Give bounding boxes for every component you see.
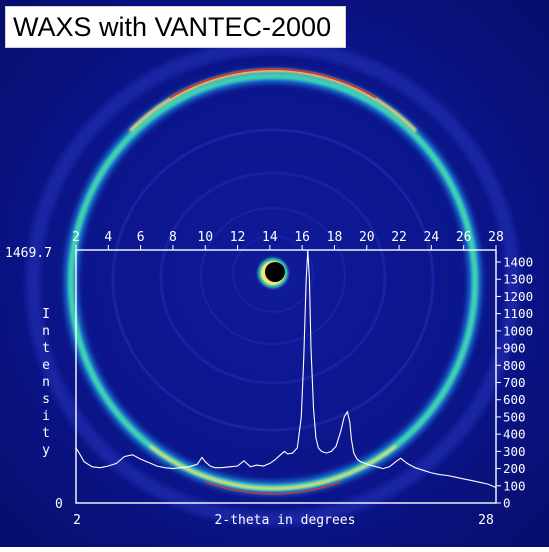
- x-tick-label: 12: [230, 230, 246, 245]
- y-tick-label: 1000: [503, 323, 533, 338]
- y-tick-label: 200: [503, 461, 526, 476]
- x-tick-label: 8: [169, 230, 177, 245]
- y-tick-label: 1300: [503, 272, 533, 287]
- x-tick-label: 26: [456, 230, 472, 245]
- y-label-char: s: [42, 392, 50, 407]
- y-label-char: n: [42, 324, 50, 339]
- y-label-char: i: [42, 409, 50, 424]
- x-tick-label: 24: [424, 230, 440, 245]
- y-axis-bottom-label: 0: [55, 497, 63, 512]
- y-tick-label: 700: [503, 375, 526, 390]
- y-axis-top-label: 1469.7: [5, 246, 52, 261]
- y-label-char: I: [42, 307, 50, 322]
- y-tick-label: 400: [503, 427, 526, 442]
- x-tick-label: 28: [488, 230, 504, 245]
- x-tick-label: 2: [72, 230, 80, 245]
- y-tick-label: 500: [503, 409, 526, 424]
- y-tick-label: 100: [503, 478, 526, 493]
- y-label-char: t: [42, 426, 50, 441]
- x-tick-label: 14: [262, 230, 278, 245]
- x-axis-label: 2-theta in degrees: [215, 513, 356, 528]
- x-tick-label: 18: [327, 230, 343, 245]
- x-tick-label: 4: [104, 230, 112, 245]
- y-label-char: e: [42, 358, 50, 373]
- y-tick-label: 0: [503, 496, 511, 511]
- y-label-char: n: [42, 375, 50, 390]
- beam-stop: [258, 258, 288, 288]
- y-tick-label: 600: [503, 392, 526, 407]
- y-tick-label: 1400: [503, 254, 533, 269]
- intensity-series-line: [75, 250, 497, 489]
- chart-title: WAXS with VANTEC-2000: [5, 6, 346, 48]
- y-tick-label: 1100: [503, 306, 533, 321]
- y-tick-label: 300: [503, 444, 526, 459]
- y-axis-right-ticks: 0 100 200 300 400 500 600 700 800 900 1000 1100 1200…: [496, 254, 533, 511]
- main-diffraction-ring: [64, 68, 482, 495]
- y-label-char: t: [42, 341, 50, 356]
- x-tick-label: 6: [137, 230, 145, 245]
- x-tick-label: 16: [294, 230, 310, 245]
- x-tick-label: 22: [391, 230, 407, 245]
- plot-frame: [75, 249, 497, 504]
- x-tick-label: 20: [359, 230, 375, 245]
- y-label-char: y: [42, 443, 50, 458]
- x-axis-bottom-tick-label-right: 28: [478, 513, 494, 528]
- y-tick-label: 1200: [503, 289, 533, 304]
- x-axis-top-ticks: 2 4 6 8 10 12 14 16 18 20 22 24 26 28: [72, 230, 504, 250]
- y-tick-label: 800: [503, 358, 526, 373]
- y-tick-label: 900: [503, 341, 526, 356]
- x-axis-bottom-tick-label-left: 2: [73, 513, 81, 528]
- x-tick-label: 10: [197, 230, 213, 245]
